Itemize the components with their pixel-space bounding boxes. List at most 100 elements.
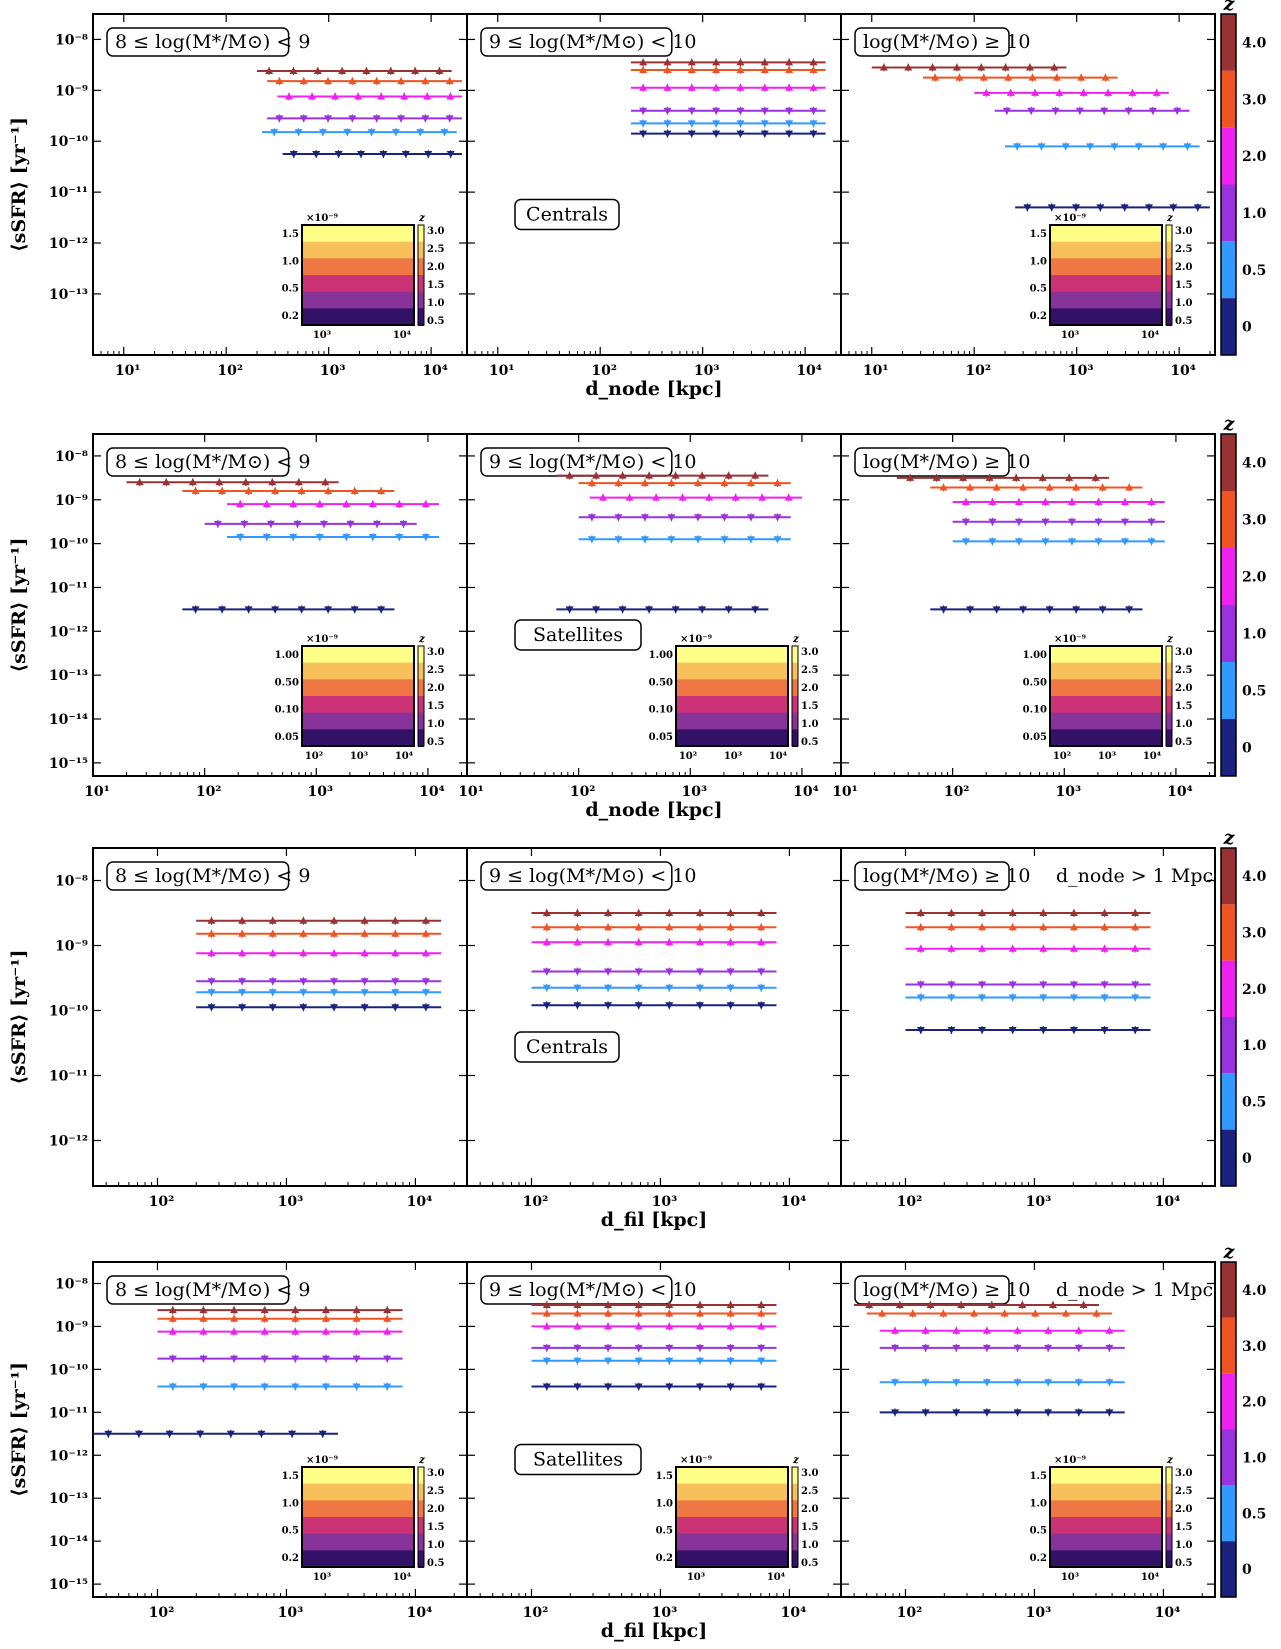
inset-colorbar-tick-label: 1.5	[1175, 280, 1192, 291]
inset-x-tick-label: 10³	[313, 1572, 331, 1583]
inset-colorbar-segment	[792, 729, 798, 747]
colorbar-tick-label: 0	[1242, 1562, 1252, 1578]
inset-band	[302, 1467, 414, 1485]
inset-colorbar-frame	[1165, 1466, 1173, 1568]
mass-bin-box	[106, 447, 290, 477]
y-axis-label: ⟨sSFR⟩ [yr⁻¹]	[8, 537, 30, 672]
colorbar-tick-label: 3.0	[1242, 1339, 1267, 1355]
panel-r2-c2: 10² 10³ 10⁴ log(M*/M⊙) ≥ 10 d_node > 1 Mpc	[840, 847, 1216, 1210]
inset-colorbar-tick-label: 2.0	[801, 1504, 818, 1515]
inset-y-tick-label: 0.05	[649, 732, 673, 743]
colorbar-segment	[1221, 960, 1236, 1017]
galaxy-type-label: Satellites	[533, 624, 623, 646]
inset-colorbar-tick-label: 1.0	[801, 1540, 818, 1551]
x-tick-label: 10³	[652, 1194, 678, 1210]
inset-x-tick-label: 10⁴	[767, 1572, 786, 1583]
inset-band	[302, 712, 414, 731]
inset-colorbar-segment	[1166, 291, 1172, 310]
inset-x-tick-label: 10³	[313, 330, 331, 341]
x-axis-label: d_node [kpc]	[585, 378, 722, 400]
inset-colorbar-tick-label: 2.0	[427, 683, 444, 694]
inset-exponent: ×10⁻⁹	[306, 634, 338, 645]
inset-band	[676, 662, 788, 681]
mass-bin-label: 8 ≤ log(M*/M⊙) < 9	[115, 31, 310, 53]
inset-colorbar-tick-label: 3.0	[427, 226, 444, 237]
x-tick-label: 10⁴	[407, 1194, 433, 1210]
inset-frame	[1049, 1466, 1163, 1568]
inset-colorbar-segment	[1166, 241, 1172, 260]
inset-colorbar-tick-label: 2.0	[1175, 262, 1192, 273]
inset-colorbar-segment	[418, 1467, 424, 1485]
inset-band	[1050, 696, 1162, 714]
inset-band	[1050, 729, 1162, 747]
inset-y-tick-label: 1.5	[1030, 1471, 1047, 1482]
inset-colorbar-tick-label: 1.5	[427, 701, 444, 712]
colorbar-tick-label: 3.0	[1242, 926, 1267, 942]
inset-colorbar-tick-label: 0.5	[1175, 316, 1192, 327]
mass-bin-box	[106, 27, 290, 57]
colorbar-segment	[1221, 1429, 1236, 1486]
panel-r3-c0: 10² 10³ 10⁴ 8 ≤ log(M*/M⊙) < 9	[92, 1261, 468, 1621]
inset-colorbar-frame	[417, 224, 425, 326]
inset-band	[302, 1550, 414, 1568]
colorbar-tick-label: 1.0	[1242, 627, 1267, 643]
inset-colorbar-label: z	[418, 213, 425, 224]
x-axis-label: d_fil [kpc]	[601, 1209, 707, 1231]
inset-y-tick-label: 1.5	[1030, 229, 1047, 240]
inset-band	[676, 646, 788, 664]
inset-colorbar-tick-label: 0.5	[801, 1558, 818, 1569]
inset-band	[302, 696, 414, 714]
colorbar-segment	[1221, 14, 1236, 71]
y-tick-label: 10⁻¹³	[49, 668, 88, 684]
inset-colorbar-segment	[1166, 679, 1172, 697]
inset-band	[302, 662, 414, 681]
y-tick-label: 10⁻¹³	[49, 1491, 88, 1507]
inset-x-tick-label: 10⁴	[769, 751, 788, 762]
x-tick-label: 10¹	[832, 784, 858, 800]
colorbar-segment	[1221, 1262, 1236, 1318]
inset-band	[302, 1483, 414, 1502]
inset-colorbar-segment	[792, 1500, 798, 1518]
inset-x-tick-label: 10³	[1061, 330, 1079, 341]
panel-r1-c0: 10¹ 10² 10³ 10⁴ 8 ≤ log(M*/M⊙) < 9	[84, 433, 468, 800]
inset-colorbar-segment	[1166, 1517, 1172, 1535]
galaxy-type-label: Satellites	[533, 1449, 623, 1471]
x-tick-label: 10⁴	[407, 1605, 433, 1621]
x-tick-label: 10²	[523, 1194, 549, 1210]
y-tick-label: 10⁻¹⁵	[49, 756, 88, 772]
inset-colorbar-tick-label: 3.0	[1175, 226, 1192, 237]
panel-r3-c1: 10² 10³ 10⁴ 9 ≤ log(M*/M⊙) < 10 Satellites	[466, 1261, 842, 1621]
mass-bin-label: 9 ≤ log(M*/M⊙) < 10	[489, 865, 697, 887]
inset-y-tick-label: 1.00	[1023, 650, 1047, 661]
x-tick-label: 10¹	[115, 363, 141, 379]
x-tick-label: 10²	[570, 784, 596, 800]
y-tick-label: 10⁻¹²	[49, 1448, 88, 1464]
colorbar-segment	[1221, 127, 1236, 185]
inset-band	[1050, 662, 1162, 681]
inset-colorbar-tick-label: 1.5	[1175, 701, 1192, 712]
galaxy-type-box	[514, 619, 642, 651]
colorbar-tick-label: 0	[1242, 1151, 1252, 1167]
inset-y-tick-label: 0.5	[1030, 284, 1047, 295]
inset-y-tick-label: 0.05	[275, 732, 299, 743]
panel-frame	[840, 1261, 1216, 1598]
inset-band	[1050, 308, 1162, 326]
inset-x-tick-label: 10²	[1053, 751, 1071, 762]
inset-y-tick-label: 0.5	[1030, 1526, 1047, 1537]
colorbar: 4.0 3.0 2.0 1.0 0.5 0 z	[1220, 0, 1267, 356]
inset-colorbar-segment	[418, 1483, 424, 1502]
inset-colorbar-segment	[792, 679, 798, 697]
inset-colorbar-segment	[1166, 258, 1172, 276]
panel-frame	[466, 847, 842, 1187]
inset-band	[1050, 258, 1162, 276]
galaxy-type-box	[514, 1443, 642, 1476]
mass-bin-box	[106, 861, 290, 891]
inset-colorbar-segment	[792, 1517, 798, 1535]
x-tick-label: 10⁴	[781, 1194, 807, 1210]
colorbar-segment	[1221, 184, 1236, 242]
inset-y-tick-label: 0.2	[1030, 1553, 1047, 1564]
colorbar-frame	[1220, 433, 1237, 777]
inset-colorbar-frame	[1165, 224, 1173, 326]
panel-r2-c1: 10² 10³ 10⁴ 9 ≤ log(M*/M⊙) < 10 Centrals	[466, 847, 842, 1210]
inset-band	[1050, 1517, 1162, 1535]
